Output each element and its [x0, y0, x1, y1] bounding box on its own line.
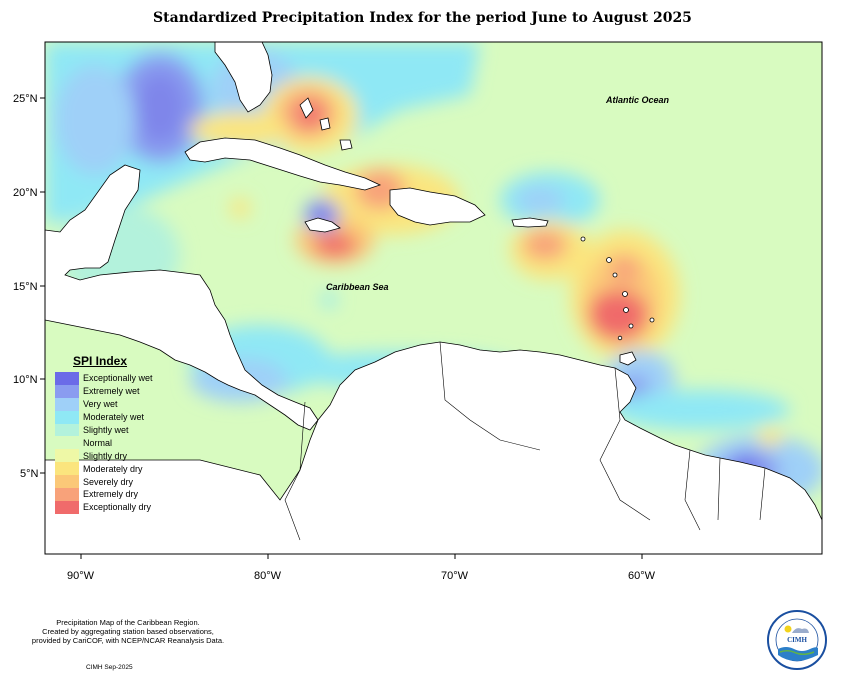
legend-item: Exceptionally wet	[55, 372, 190, 385]
land-masses	[45, 42, 822, 554]
footnote: Precipitation Map of the Caribbean Regio…	[18, 618, 238, 645]
country-borders	[284, 341, 766, 541]
lat-tick-15: 15°N	[13, 281, 38, 293]
legend-item: Extremely dry	[55, 488, 190, 501]
legend-rows: Exceptionally wet Extremely wet Very wet Mo…	[55, 372, 190, 514]
legend-label: Exceptionally wet	[83, 373, 153, 384]
legend-label: Exceptionally dry	[83, 502, 152, 513]
legend-item: Exceptionally dry	[55, 500, 190, 514]
plot-frame	[44, 41, 823, 555]
lon-tick-80: 80°W	[254, 570, 282, 582]
legend-label: Extremely wet	[83, 386, 140, 397]
legend-label: Normal	[83, 437, 113, 448]
legend-item: Slightly dry	[55, 449, 190, 463]
legend-swatch	[55, 436, 79, 450]
legend-item: Normal	[55, 436, 190, 450]
legend-swatch	[55, 372, 79, 385]
precip-field	[45, 42, 822, 554]
spi-legend: SPI Index Exceptionally wet Extremely wet…	[55, 354, 190, 514]
map-title: Standardized Precipitation Index for the…	[153, 10, 692, 26]
lat-tick-10: 10°N	[13, 374, 38, 386]
legend-label: Extremely dry	[83, 489, 139, 500]
footnote-line-3: provided by CariCOF, with NCEP/NCAR Rean…	[31, 636, 225, 645]
credit-text: CIMH Sep-2025	[86, 664, 133, 671]
legend-item: Severely dry	[55, 475, 190, 489]
lat-tick-25: 25°N	[13, 93, 38, 105]
legend-title: SPI Index	[73, 354, 128, 368]
legend-swatch	[55, 410, 79, 424]
legend-swatch	[55, 500, 79, 514]
legend-item: Slightly wet	[55, 423, 190, 437]
legend-label: Severely dry	[83, 476, 134, 487]
legend-item: Moderately dry	[55, 462, 190, 476]
lat-tick-marks	[40, 97, 643, 559]
legend-swatch	[55, 449, 79, 463]
legend-swatch	[55, 423, 79, 437]
lon-tick-60: 60°W	[628, 570, 656, 582]
footnote-line-2: Created by aggregating station based obs…	[42, 627, 214, 636]
legend-item: Very wet	[55, 397, 190, 411]
legend-swatch	[55, 488, 79, 501]
lon-tick-90: 90°W	[67, 570, 95, 582]
cimh-logo: CIMH	[767, 610, 827, 670]
legend-swatch	[55, 462, 79, 476]
legend-label: Very wet	[83, 399, 118, 410]
logo-text: CIMH	[787, 636, 807, 644]
legend-item: Moderately wet	[55, 410, 190, 424]
legend-swatch	[55, 397, 79, 411]
legend-label: Moderately wet	[83, 412, 145, 423]
legend-item: Extremely wet	[55, 384, 190, 398]
lon-tick-70: 70°W	[441, 570, 469, 582]
legend-label: Moderately dry	[83, 463, 143, 474]
lat-tick-5: 5°N	[20, 468, 39, 480]
legend-label: Slightly dry	[83, 450, 128, 461]
footnote-line-1: Precipitation Map of the Caribbean Regio…	[56, 618, 200, 627]
lat-tick-20: 20°N	[13, 187, 38, 199]
atlantic-ocean-label: Atlantic Ocean	[605, 95, 670, 105]
legend-swatch	[55, 384, 79, 398]
caribbean-sea-label: Caribbean Sea	[326, 282, 389, 292]
legend-swatch	[55, 475, 79, 489]
legend-label: Slightly wet	[83, 425, 129, 435]
